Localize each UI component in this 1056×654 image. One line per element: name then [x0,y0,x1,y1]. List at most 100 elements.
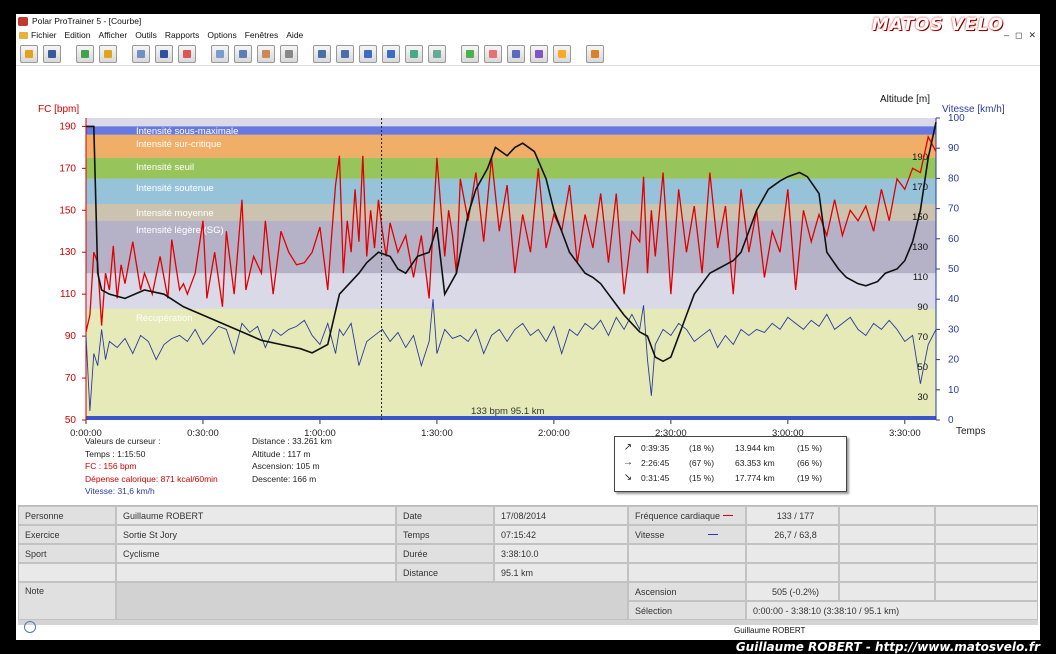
slope-segments-table: ↗ 0:39:35 (18 %) 13.944 km (15 %) → 2:26… [614,436,847,492]
cursor-values: Valeurs de curseur : Temps : 1:15:50 FC … [85,435,255,498]
curve-icon[interactable] [211,44,229,63]
speed-label: Vitesse [628,525,746,544]
center-summary-label: 133 bpm 95.1 km [471,406,544,417]
open-icon[interactable] [20,44,38,63]
empty-cell [839,544,935,563]
sport-label: Sport [18,544,116,563]
empty-cell [935,506,1038,525]
report-2-icon[interactable] [484,44,502,63]
calendar-icon[interactable] [132,44,150,63]
alt-icon[interactable] [405,44,423,63]
report-5-icon[interactable] [553,44,571,63]
note-field[interactable] [116,582,628,620]
speed-tick-label: 90 [948,143,960,154]
report-4-icon[interactable] [530,44,548,63]
histogram-icon[interactable] [234,44,252,63]
menu-fenetres[interactable]: Fenêtres [244,30,279,40]
maximize-button[interactable]: ◻ [1014,30,1023,40]
hr-tick-label: 130 [59,247,76,258]
save-icon[interactable] [43,44,61,63]
exercise-value[interactable]: Sortie St Jory [116,525,396,544]
app-window: Polar ProTrainer 5 - [Courbe] MATOS VELO… [16,14,1040,640]
person-run-icon[interactable] [178,44,196,63]
time-value[interactable]: 07:15:42 [494,525,628,544]
cursor-distance: Distance : 33.261 km [252,436,332,446]
menu-rapports[interactable]: Rapports [164,30,200,40]
empty-cell [839,506,935,525]
percent-icon[interactable] [257,44,275,63]
empty-cell [839,563,935,582]
altitude-tick-label: 30 [917,392,928,403]
users-icon[interactable] [586,44,604,63]
x-tick-label: 3:00:00 [772,428,804,436]
zoom-1-1-icon[interactable] [336,44,354,63]
hr-icon[interactable] [382,44,400,63]
segment-time: 0:31:45 [641,472,670,483]
compare-icon[interactable] [428,44,446,63]
altitude-tick-label: 130 [912,242,928,253]
zoom-icon[interactable] [313,44,331,63]
table-icon[interactable] [280,44,298,63]
lap-icon[interactable] [359,44,377,63]
hr-speed-altitude-chart[interactable]: Intensité sous-maximale Intensité sur-cri… [16,66,1040,436]
menu-fichier[interactable]: Fichier [31,30,57,40]
date-value[interactable]: 17/08/2014 [494,506,628,525]
cursor-hr: FC : 156 bpm [85,461,137,471]
x-tick-label: 0:30:00 [187,428,219,436]
menu-afficher[interactable]: Afficher [98,30,128,40]
person-value[interactable]: Guillaume ROBERT [116,506,396,525]
segment-pct-time: (15 %) [689,472,715,483]
duration-value[interactable]: 3:38:10.0 [494,544,628,563]
brand-logo: MATOS VELO [871,15,1004,35]
hr-tick-label: 50 [65,415,77,426]
report-3-icon[interactable] [507,44,525,63]
duration-label: Durée [396,544,494,563]
speed-tick-label: 10 [948,385,960,396]
arrow-up-icon: ↗ [623,442,633,453]
ascent-value: 505 (-0.2%) [746,582,839,601]
speed-tick-label: 40 [948,294,960,305]
menu-options[interactable]: Options [207,30,237,40]
zone-band [86,157,936,179]
hr-axis-title: FC [bpm] [38,104,79,115]
altitude-tick-label: 50 [917,362,928,373]
speed-value: 26,7 / 63,8 [746,525,839,544]
speed-tick-label: 60 [948,234,960,245]
segment-time: 2:26:45 [641,457,670,468]
altitude-tick-label: 70 [917,332,928,343]
add-user-icon[interactable] [76,44,94,63]
cursor-calories: Dépense calorique: 871 kcal/60min [85,473,218,484]
zone-label: Intensité sous-maximale [136,126,238,137]
menu-edition[interactable]: Edition [64,30,91,40]
chart-area[interactable]: Intensité sous-maximale Intensité sur-cri… [16,66,1040,436]
segment-row-down: ↘ 0:31:45 (15 %) 17.774 km (19 %) [615,470,846,485]
segment-pct-time: (18 %) [689,442,715,453]
series-line [85,135,937,333]
cursor-values-extra: Distance : 33.261 km Altitude : 117 m As… [252,435,412,485]
empty-cell [935,563,1038,582]
report-1-icon[interactable] [461,44,479,63]
series-line [86,122,937,363]
distance-value[interactable]: 95.1 km [494,563,628,582]
menu-outils[interactable]: Outils [135,30,157,40]
hr-tick-label: 170 [59,163,76,174]
altitude-tick-label: 190 [912,152,928,163]
empty-cell [116,563,396,582]
sport-value[interactable]: Cyclisme [116,544,396,563]
menu-aide[interactable]: Aide [286,30,304,40]
zone-label: Intensité moyenne [136,208,214,219]
date-label: Date [396,506,494,525]
window-controls: – ◻ ✕ [1004,30,1036,41]
book-icon[interactable] [155,44,173,63]
segment-pct-distance: (66 %) [797,457,823,468]
cursor-time: Temps : 1:15:50 [85,448,146,459]
hr-tick-label: 190 [59,121,76,132]
empty-cell [935,525,1038,544]
empty-cell [628,563,746,582]
segment-pct-distance: (19 %) [797,472,823,483]
zone-label: Récupération [136,313,193,324]
minimize-button[interactable]: – [1003,30,1009,40]
settings-icon[interactable] [99,44,117,63]
hr-tick-label: 150 [59,205,76,216]
close-button[interactable]: ✕ [1028,30,1036,40]
